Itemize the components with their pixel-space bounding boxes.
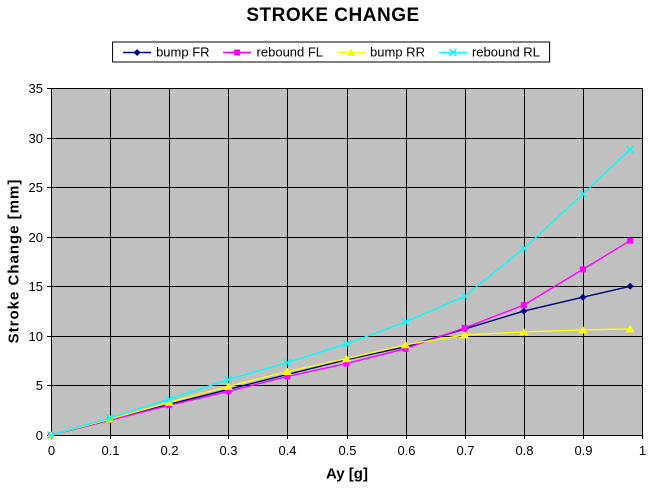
legend-item-rebound-rl: rebound RL <box>438 45 540 60</box>
x-tick-label: 0.4 <box>278 443 296 458</box>
legend-key-square-icon <box>223 49 252 55</box>
x-tick-label: 0.1 <box>101 443 119 458</box>
data-point-rebound-fl <box>627 237 634 244</box>
chart-title: STROKE CHANGE <box>246 5 420 26</box>
data-point-rebound-rl <box>342 339 351 348</box>
data-point-bump-rr <box>342 354 351 363</box>
data-point-rebound-rl <box>106 414 115 423</box>
legend-key-triangle-icon <box>337 48 366 56</box>
legend-label-bump-rr: bump RR <box>370 44 425 60</box>
data-point-bump-fr <box>626 282 634 290</box>
data-point-bump-rr <box>401 340 411 349</box>
legend-key-marker <box>346 48 356 56</box>
legend-label-bump-fr: bump FR <box>156 44 210 60</box>
x-tick-label: 0 <box>48 443 55 458</box>
x-tick-label: 1 <box>639 443 646 458</box>
data-point-rebound-rl <box>401 317 410 326</box>
legend-item-bump-fr: bump FR <box>122 44 210 60</box>
x-tick-label: 0.6 <box>397 443 415 458</box>
data-point-rebound-fl <box>579 266 586 273</box>
data-point-bump-rr <box>460 330 470 339</box>
x-axis-title: Ay [g] <box>326 465 368 483</box>
y-tick-label: 10 <box>29 329 43 344</box>
legend-key-x-icon <box>438 48 467 56</box>
data-point-rebound-rl <box>626 145 635 154</box>
data-point-rebound-rl <box>283 358 292 367</box>
data-point-bump-rr <box>223 382 233 390</box>
legend-item-rebound-fl: rebound FL <box>223 44 324 60</box>
legend-item-bump-rr: bump RR <box>336 45 425 60</box>
x-tick-label: 0.5 <box>338 443 356 458</box>
y-tick-label: 20 <box>29 230 43 245</box>
data-point-rebound-rl <box>224 375 233 384</box>
y-tick-label: 5 <box>36 378 43 393</box>
legend-key-marker <box>448 48 457 56</box>
data-point-bump-rr <box>164 398 174 406</box>
data-point-bump-rr <box>282 367 292 376</box>
plot-background <box>51 88 642 435</box>
y-tick-label: 35 <box>29 81 43 96</box>
y-tick-label: 30 <box>29 131 43 146</box>
x-tick-label: 0.9 <box>574 443 592 458</box>
data-point-rebound-fl <box>461 324 468 331</box>
data-point-rebound-rl <box>165 395 174 404</box>
legend-key-marker <box>234 49 241 55</box>
data-point-rebound-rl <box>460 292 469 301</box>
x-tick-label: 0.2 <box>160 443 178 458</box>
y-tick-label: 15 <box>29 279 43 294</box>
y-tick-label: 25 <box>29 180 43 195</box>
data-point-rebound-fl <box>343 360 350 367</box>
legend-key-marker <box>133 48 141 56</box>
data-point-bump-rr <box>578 325 588 334</box>
x-tick-label: 0.7 <box>456 443 474 458</box>
data-point-bump-fr <box>520 307 528 315</box>
data-point-bump-rr <box>519 327 529 336</box>
data-point-rebound-rl <box>47 431 55 439</box>
legend-label-rebound-rl: rebound RL <box>471 44 540 60</box>
data-point-rebound-fl <box>284 373 291 380</box>
data-point-rebound-rl <box>519 244 528 253</box>
y-tick-label: 0 <box>36 428 43 443</box>
legend-key-diamond-icon <box>123 48 152 56</box>
legend-label-rebound-fl: rebound FL <box>256 44 324 60</box>
x-tick-label: 0.8 <box>515 443 533 458</box>
data-point-rebound-fl <box>402 345 409 352</box>
data-point-rebound-fl <box>225 388 232 395</box>
x-tick-label: 0.3 <box>219 443 237 458</box>
legend: bump FR rebound FL bump RR rebound RL <box>112 41 550 63</box>
data-point-rebound-fl <box>520 302 527 309</box>
data-point-rebound-rl <box>578 190 587 199</box>
data-point-bump-fr <box>579 293 587 301</box>
data-point-bump-rr <box>625 324 635 333</box>
